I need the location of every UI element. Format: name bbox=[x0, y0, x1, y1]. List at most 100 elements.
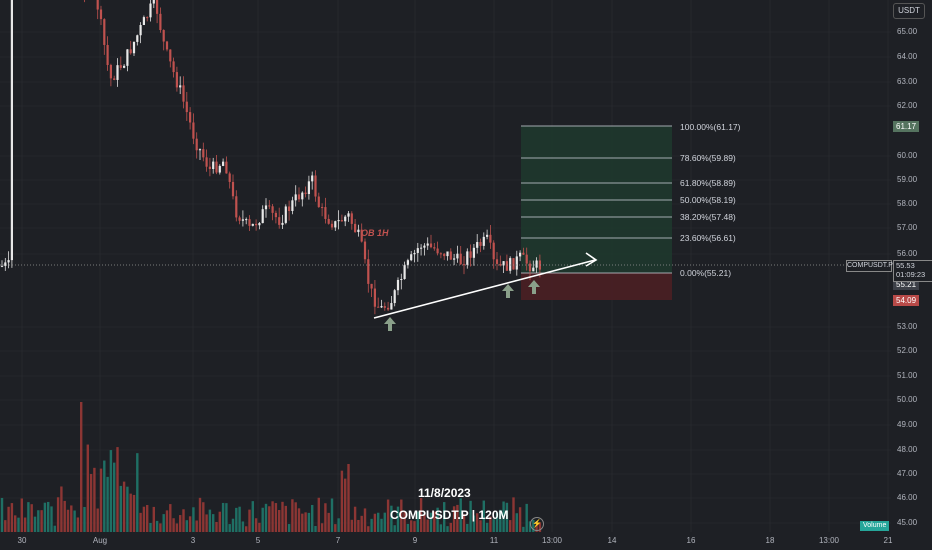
time-axis-label: 11 bbox=[489, 536, 499, 545]
candle-body bbox=[400, 278, 403, 280]
trendline[interactable] bbox=[373, 259, 596, 319]
volume-bar bbox=[278, 510, 281, 532]
volume-bar bbox=[241, 521, 245, 532]
volume-bar bbox=[109, 450, 113, 532]
volume-bar bbox=[439, 524, 443, 532]
volume-bar bbox=[469, 500, 472, 532]
volume-bar bbox=[63, 500, 66, 532]
candle-body bbox=[156, 0, 159, 14]
volume-bar bbox=[380, 518, 383, 532]
candle-body bbox=[271, 206, 274, 213]
candle-body bbox=[482, 236, 485, 246]
candle-body bbox=[347, 213, 350, 217]
fib-level-23-6: 23.60%(56.61) bbox=[680, 233, 736, 243]
candle-body bbox=[340, 220, 343, 222]
candle-body bbox=[519, 252, 522, 257]
candle-body bbox=[393, 290, 396, 304]
volume-bar bbox=[370, 518, 373, 532]
price-axis-label: 46.00 bbox=[897, 493, 918, 502]
candle-body bbox=[185, 101, 188, 113]
lightning-icon[interactable]: ⚡ bbox=[530, 517, 544, 531]
candle-body bbox=[380, 306, 383, 308]
candle-body bbox=[139, 25, 142, 36]
volume-bar bbox=[476, 513, 479, 532]
volume-bar bbox=[423, 514, 426, 532]
time-axis-label: 14 bbox=[607, 536, 617, 545]
volume-bar bbox=[165, 510, 169, 532]
time-axis-label: 7 bbox=[335, 536, 341, 545]
volume-bar bbox=[360, 515, 363, 532]
time-axis-label: 5 bbox=[255, 536, 261, 545]
volume-bar bbox=[320, 523, 324, 532]
volume-bar bbox=[119, 485, 122, 532]
candle-body bbox=[284, 206, 287, 223]
volume-bar bbox=[4, 520, 7, 532]
up-arrow-icon bbox=[502, 284, 514, 298]
volume-bar bbox=[357, 519, 360, 532]
volume-bar bbox=[396, 506, 400, 532]
candle-body bbox=[7, 260, 10, 263]
volume-bar bbox=[53, 525, 56, 532]
candle-body bbox=[436, 248, 439, 254]
candle-body bbox=[149, 3, 152, 18]
candle-body bbox=[126, 49, 129, 66]
price-axis-label: 62.00 bbox=[897, 101, 918, 110]
candle-body bbox=[469, 251, 472, 258]
volume-bar bbox=[443, 502, 446, 532]
price-axis-label: 58.00 bbox=[897, 199, 918, 208]
candle-body bbox=[304, 192, 307, 194]
volume-bar bbox=[132, 494, 136, 532]
time-axis-label: 16 bbox=[686, 536, 696, 545]
volume-bar bbox=[393, 525, 396, 532]
candle-body bbox=[169, 49, 172, 62]
volume-bar bbox=[238, 506, 241, 532]
volume-bar bbox=[367, 526, 370, 532]
volume-bar bbox=[27, 502, 30, 532]
volume-legend[interactable]: Volume bbox=[860, 521, 890, 531]
volume-bar bbox=[436, 507, 439, 532]
candle-body bbox=[334, 221, 337, 228]
time-axis-label: 13:00 bbox=[818, 536, 840, 545]
candle-body bbox=[212, 161, 215, 170]
volume-bar bbox=[284, 505, 287, 532]
volume-bar bbox=[472, 515, 476, 532]
candle-body bbox=[165, 41, 169, 50]
price-axis-label: 65.00 bbox=[897, 27, 918, 36]
volume-bar bbox=[251, 501, 254, 532]
time-axis-label: 3 bbox=[190, 536, 196, 545]
volume-bar bbox=[291, 499, 294, 532]
candle-body bbox=[486, 234, 489, 237]
candle-body bbox=[123, 65, 126, 68]
volume-bar bbox=[7, 506, 10, 532]
candle-body bbox=[142, 17, 145, 26]
volume-bar bbox=[0, 497, 4, 532]
price-axis-label: 51.00 bbox=[897, 371, 918, 380]
candle-body bbox=[443, 253, 446, 257]
candle-body bbox=[96, 0, 99, 10]
candle-body bbox=[301, 192, 304, 200]
currency-label[interactable]: USDT bbox=[893, 3, 925, 19]
volume-bar bbox=[195, 520, 198, 532]
candle-body bbox=[222, 161, 225, 166]
stop-zone bbox=[521, 273, 672, 300]
volume-bar bbox=[83, 506, 86, 532]
volume-bar bbox=[188, 516, 192, 532]
candle-body bbox=[245, 219, 248, 221]
price-axis-label: 47.00 bbox=[897, 469, 918, 478]
volume-bar bbox=[525, 503, 528, 532]
candle-body bbox=[449, 251, 452, 260]
volume-bar bbox=[218, 511, 221, 532]
volume-bar bbox=[179, 515, 182, 532]
candle-body bbox=[215, 161, 218, 173]
time-axis[interactable] bbox=[0, 532, 932, 550]
volume-bar bbox=[383, 512, 386, 532]
volume-bar bbox=[86, 444, 89, 532]
candle-body bbox=[499, 263, 502, 266]
candle-body bbox=[291, 200, 294, 212]
volume-bar bbox=[40, 510, 43, 532]
time-axis-label: 9 bbox=[412, 536, 418, 545]
volume-bar bbox=[80, 402, 83, 532]
volume-bar bbox=[281, 501, 284, 532]
candle-body bbox=[515, 256, 518, 270]
